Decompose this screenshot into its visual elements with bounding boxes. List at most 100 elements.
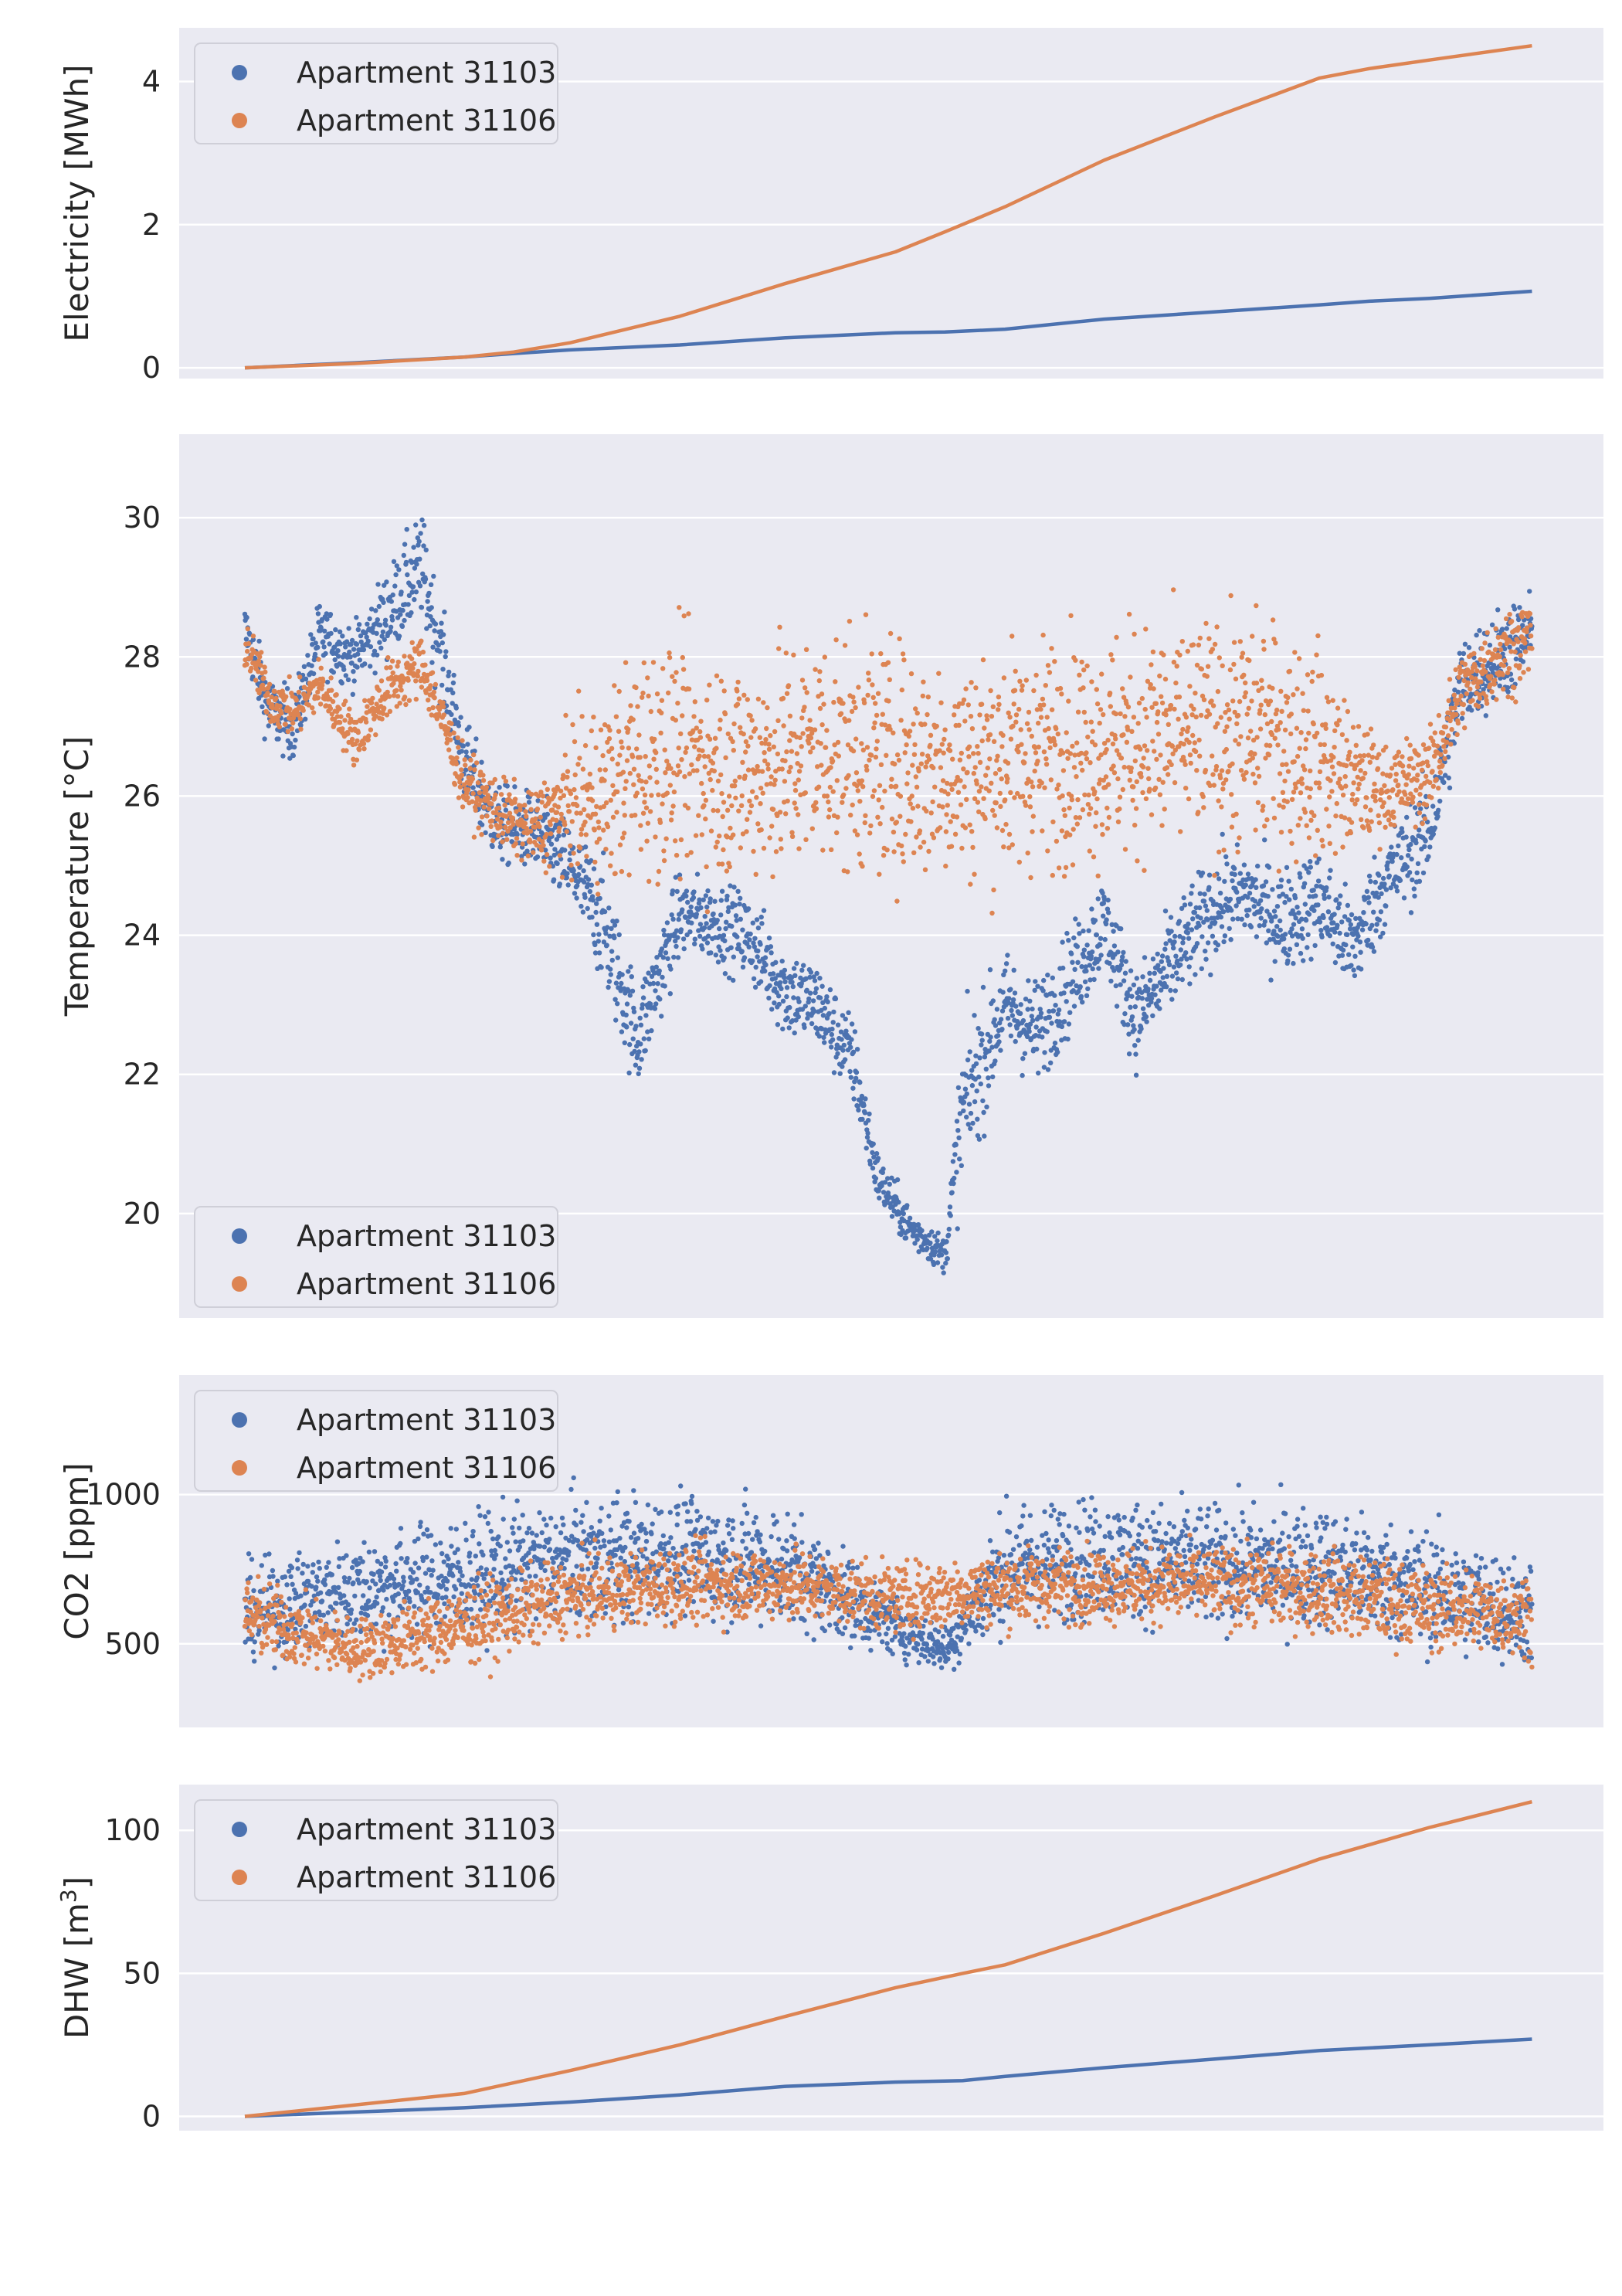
scatter-point [677,769,683,775]
scatter-point [413,522,419,528]
scatter-point [965,769,970,776]
scatter-point [1055,1049,1060,1055]
scatter-point [1000,732,1006,739]
scatter-point [1166,722,1172,727]
scatter-point [904,781,910,786]
scatter-point [323,650,328,657]
scatter-point [425,599,430,604]
scatter-point [689,762,694,768]
scatter-point [974,781,979,786]
scatter-point [718,912,724,918]
scatter-point [717,726,723,732]
scatter-point [948,819,953,824]
scatter-point [1178,947,1184,953]
scatter-point [1188,760,1193,766]
scatter-point [773,849,779,854]
scatter-point [1088,760,1093,766]
scatter-point [957,757,963,763]
scatter-point [1315,730,1320,736]
scatter-point [816,678,823,684]
scatter-point [639,1057,644,1062]
scatter-point [1261,647,1267,652]
scatter-point [561,793,567,799]
scatter-point [1175,976,1181,982]
scatter-point [566,809,572,814]
electricity-y-axis-label: Electricity [MWh] [58,64,96,341]
scatter-point [1345,932,1350,938]
scatter-point [1301,958,1306,963]
scatter-point [777,810,783,815]
scatter-point [1459,715,1465,722]
scatter-point [661,848,667,854]
scatter-point [889,816,895,822]
scatter-point [572,786,577,793]
scatter-point [413,678,419,684]
scatter-point [460,743,466,749]
scatter-point [662,983,667,989]
scatter-point [1332,912,1337,917]
scatter-point [922,722,928,727]
scatter-point [669,810,674,816]
scatter-point [525,853,531,859]
scatter-point [996,695,1002,700]
scatter-point [1318,928,1324,933]
scatter-point [685,805,691,811]
scatter-point [1339,953,1345,958]
scatter-point [1364,818,1370,824]
scatter-point [926,848,931,854]
scatter-point [1291,922,1297,927]
scatter-point [964,1091,970,1097]
scatter-point [1292,895,1298,901]
scatter-point [1324,695,1330,700]
scatter-point [799,1007,806,1012]
scatter-point [1062,813,1068,818]
scatter-point [565,774,570,780]
scatter-point [436,642,441,648]
scatter-point [724,893,730,899]
scatter-point [762,968,768,974]
scatter-point [1154,983,1159,989]
scatter-point [422,576,429,582]
scatter-point [1369,755,1376,760]
scatter-point [827,987,833,993]
scatter-point [1159,700,1166,706]
scatter-point [1264,817,1270,823]
scatter-point [758,942,763,947]
scatter-point [511,821,516,827]
scatter-point [1196,922,1202,929]
scatter-point [834,830,840,836]
scatter-point [1213,947,1219,953]
scatter-point [471,834,477,840]
scatter-point [751,976,757,982]
scatter-point [672,678,677,684]
scatter-point [363,719,369,725]
scatter-point [1327,794,1332,800]
scatter-point [831,1009,836,1015]
scatter-point [1353,754,1359,759]
scatter-point [1269,718,1274,725]
scatter-point [1066,1021,1072,1027]
scatter-point [740,964,746,970]
scatter-point [1043,756,1049,762]
scatter-point [1057,685,1064,691]
scatter-point [1345,708,1351,715]
scatter-point [840,1048,846,1053]
scatter-point [694,912,699,917]
scatter-point [480,778,487,783]
scatter-point [1455,689,1461,695]
scatter-point [773,980,779,987]
scatter-point [982,816,988,822]
scatter-point [1356,933,1361,939]
scatter-point [548,822,553,827]
scatter-point [755,763,760,769]
scatter-point [640,1002,646,1007]
scatter-point [596,932,602,937]
scatter-point [926,756,932,763]
scatter-point [1237,871,1244,876]
scatter-point [629,988,636,994]
scatter-point [850,748,857,754]
scatter-point [668,966,674,972]
scatter-point [1430,803,1436,809]
scatter-point [301,664,307,669]
scatter-point [898,813,903,819]
